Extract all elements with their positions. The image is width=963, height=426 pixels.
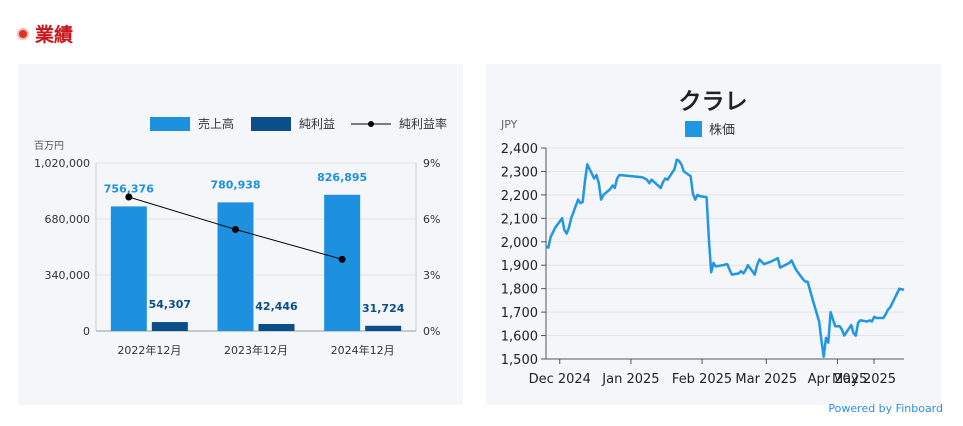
bar-sales-1 <box>217 202 254 331</box>
y-tick-label: 1,900 <box>501 259 538 274</box>
legend-swatch <box>685 121 702 137</box>
bullet-icon <box>17 27 29 40</box>
data-label-sales-2: 826,895 <box>317 171 367 184</box>
y-tick-label: 680,000 <box>45 213 91 226</box>
y-tick-label: 1,700 <box>501 306 538 321</box>
y-axis-label: JPY <box>500 118 518 131</box>
section-title: 業績 <box>35 24 74 46</box>
section-header: 業績 <box>17 20 73 47</box>
legend-label-0: 売上高 <box>198 116 234 131</box>
bar-profit-1 <box>258 324 295 331</box>
legend-label: 株価 <box>709 123 735 138</box>
margin-point-1 <box>232 225 239 233</box>
y-tick-label: 1,500 <box>501 353 538 368</box>
x-tick-label: May 2025 <box>832 372 896 387</box>
x-tick-label: Apr 2025 <box>808 372 868 387</box>
y2-tick-label: 6% <box>423 213 440 226</box>
legend-label-1: 純利益 <box>299 117 335 131</box>
x-tick-label: Mar 2025 <box>735 372 797 387</box>
legend-swatch-0 <box>150 117 190 131</box>
bar-profit-2 <box>365 325 402 331</box>
y-tick-label: 2,000 <box>501 236 538 251</box>
y-tick-label: 1,600 <box>501 330 538 345</box>
y-tick-label: 2,400 <box>501 142 538 157</box>
y-tick-label: 2,100 <box>501 212 538 227</box>
y-tick-label: 2,300 <box>501 165 538 180</box>
data-label-profit-0: 54,307 <box>149 298 191 311</box>
x-tick-label: 2024年12月 <box>331 343 395 357</box>
x-tick-label: Jan 2025 <box>601 372 659 387</box>
bar-profit-0 <box>151 322 188 331</box>
y2-tick-label: 0% <box>423 325 440 338</box>
legend-label-2: 純利益率 <box>399 116 447 131</box>
bar-sales-0 <box>110 206 147 331</box>
data-label-profit-2: 31,724 <box>362 302 405 315</box>
financials-panel: 売上高 純利益 純利益率百万円 0 340,000 680,000 1,020,000 0% 3… <box>18 64 463 405</box>
data-label-profit-1: 42,446 <box>255 300 298 313</box>
data-label-sales-0: 756,376 <box>104 182 154 195</box>
x-tick-label: 2022年12月 <box>117 343 181 357</box>
price-line <box>545 158 905 358</box>
y-unit-label: 百万円 <box>34 140 64 152</box>
stock-price-panel: クラレ株価 JPY 1,500 1,600 1,700 1,800 1,900 2,000 2,… <box>486 64 941 405</box>
margin-point-2 <box>338 255 346 263</box>
x-tick-label: 2023年12月 <box>224 343 288 357</box>
margin-point-0 <box>125 193 133 201</box>
legend-marker-2 <box>368 121 374 127</box>
y-tick-label: 0 <box>83 325 90 338</box>
y2-tick-label: 3% <box>423 269 440 282</box>
chart-title: クラレ <box>679 89 748 115</box>
y-tick-label: 340,000 <box>45 269 91 282</box>
y2-tick-label: 9% <box>423 157 440 170</box>
x-tick-label: Dec 2024 <box>529 372 591 387</box>
bar-sales-2 <box>324 194 361 331</box>
powered-by-link[interactable]: Powered by Finboard <box>828 402 943 415</box>
x-tick-label: Feb 2025 <box>672 372 732 387</box>
y-tick-label: 1,800 <box>501 283 538 298</box>
data-label-sales-1: 780,938 <box>210 178 260 191</box>
legend-swatch-1 <box>251 117 291 131</box>
y-tick-label: 2,200 <box>501 189 538 204</box>
y-tick-label: 1,020,000 <box>34 157 90 170</box>
